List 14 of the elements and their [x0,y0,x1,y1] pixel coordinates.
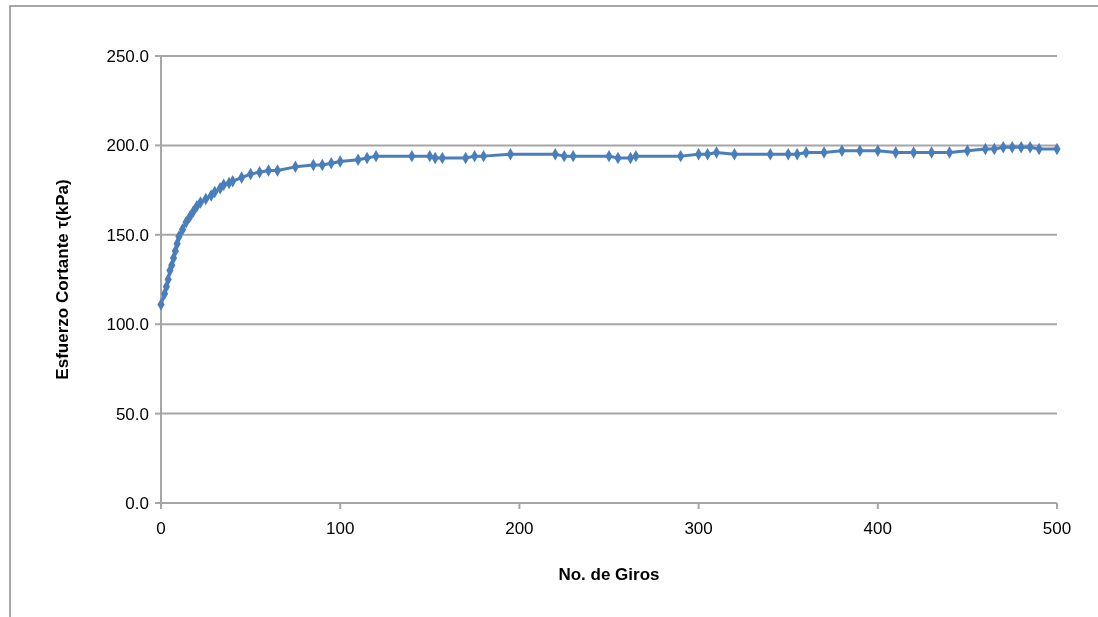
x-tick-label: 0 [156,519,166,538]
x-tick-label: 200 [505,519,534,538]
x-tick-label: 400 [863,519,892,538]
x-axis-title: No. de Giros [558,565,660,584]
x-tick-label: 300 [684,519,713,538]
y-tick-label: 250.0 [106,46,149,66]
y-axis-title: Esfuerzo Cortante τ(kPa) [53,179,72,380]
x-tick-label: 500 [1042,519,1072,538]
y-tick-label: 0.0 [125,493,149,513]
y-tick-label: 100.0 [106,315,149,335]
y-tick-label: 200.0 [106,136,149,156]
y-tick-label: 150.0 [106,225,149,245]
x-tick-label: 100 [326,519,355,538]
y-tick-label: 50.0 [115,404,149,424]
